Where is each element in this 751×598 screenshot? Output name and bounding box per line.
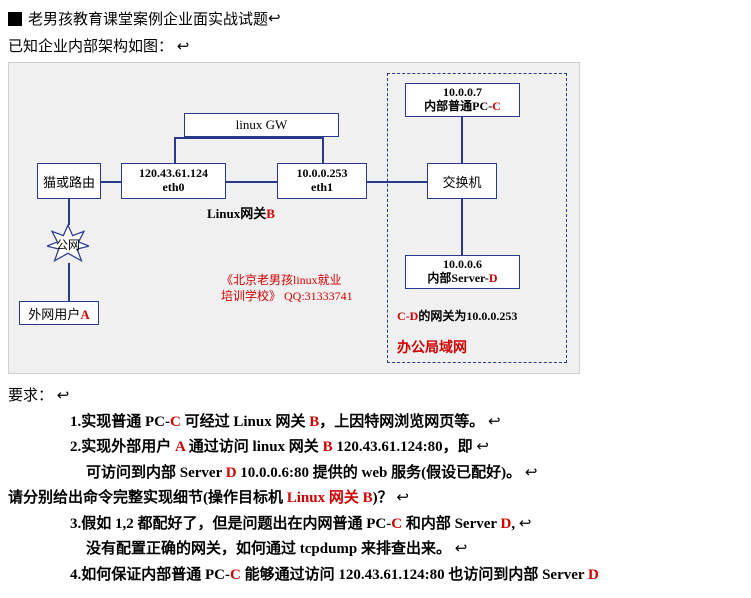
wan-user-red: A (80, 307, 89, 322)
network-diagram: linux GW 120.43.61.124 eth0 10.0.0.253 e… (8, 62, 580, 374)
edge-switch-pcc (461, 117, 463, 163)
edge-switch-serverd (461, 199, 463, 255)
req1-t2: 可经过 Linux 网关 (181, 414, 309, 430)
node-modem: 猫或路由 (37, 163, 101, 199)
node-eth1: 10.0.0.253 eth1 (277, 163, 367, 199)
req2b-t2: 10.0.0.6:80 提供的 web 服务(假设已配好)。 (237, 465, 522, 481)
req3-t1: 3.假如 1,2 都配好了，但是问题出在内网普通 PC- (70, 516, 391, 532)
req-heading-text: 要求： (8, 388, 53, 404)
edge-eth0-eth1 (226, 181, 277, 183)
node-pc-c: 10.0.0.7 内部普通PC-C (405, 83, 520, 117)
serverd-ip: 10.0.0.6 (406, 258, 519, 272)
eth0-name: eth0 (122, 181, 225, 195)
pcc-red: C (492, 99, 501, 113)
line-end-mark: ↩ (473, 439, 489, 455)
req-subheading: 请分别给出命令完整实现细节(操作目标机 Linux 网关 B)？ ↩ (8, 486, 743, 512)
req4-r1: C (230, 567, 241, 583)
req4-r2: D (588, 567, 599, 583)
req2b-t1: 可访问到内部 Server (86, 465, 226, 481)
credit-line2: 培训学校》 QQ:31333741 (221, 289, 353, 305)
req1-r1: C (170, 414, 181, 430)
credit-text: 《北京老男孩linux就业 培训学校》 QQ:31333741 (221, 273, 353, 304)
line-end-mark: ↩ (515, 516, 531, 532)
req-item2b: 可访问到内部 Server D 10.0.0.6:80 提供的 web 服务(假… (8, 461, 743, 487)
req2-t3: 120.43.61.124:80，即 (333, 439, 473, 455)
eth1-name: eth1 (278, 181, 366, 195)
reqs-r1: Linux 网关 B (287, 490, 373, 506)
req-item3b: 没有配置正确的网关，如何通过 tcpdump 来排查出来。 ↩ (8, 537, 743, 563)
node-server-d: 10.0.0.6 内部Server-D (405, 255, 520, 289)
req-item1: 1.实现普通 PC-C 可经过 Linux 网关 B，上因特网浏览网页等。 ↩ (8, 410, 743, 436)
edge-modem-star (68, 199, 70, 225)
reqs-t1: 请分别给出命令完整实现细节(操作目标机 (8, 490, 287, 506)
line-end-mark: ↩ (451, 541, 467, 557)
edge-star-wanuser (68, 263, 70, 301)
wan-star-label: 公网 (47, 236, 89, 253)
node-switch: 交换机 (427, 163, 497, 199)
edge-eth1-switch (367, 181, 427, 183)
req4-t1: 4.如何保证内部普通 PC- (70, 567, 230, 583)
line-end-mark: ↩ (393, 490, 409, 506)
line-end-mark: ↩ (57, 388, 70, 404)
linux-gw-b-label: Linux网关B (207, 203, 275, 222)
serverd-prefix: 内部Server- (427, 271, 489, 285)
page-subtitle: 已知企业内部架构如图： ↩ (8, 35, 743, 56)
req1-t1: 1.实现普通 PC- (70, 414, 170, 430)
office-lan-label: 办公局域网 (397, 337, 467, 357)
req3-t2: 和内部 Server (402, 516, 500, 532)
reqs-t2: )？ (373, 490, 393, 506)
serverd-red: D (489, 271, 498, 285)
credit-line1: 《北京老男孩linux就业 (221, 273, 353, 289)
line-end-mark: ↩ (268, 9, 281, 28)
line-end-mark: ↩ (484, 414, 500, 430)
req2-r1: A (175, 439, 185, 455)
pcc-prefix: 内部普通PC- (424, 99, 492, 113)
linux-gw-b-red: B (266, 206, 275, 221)
page-title: 老男孩教育课堂案例企业面实战试题 (28, 8, 268, 29)
req2-r2: B (323, 439, 333, 455)
node-linux-gw-title: linux GW (184, 113, 339, 137)
edge-modem-eth0 (101, 181, 121, 183)
req-item2: 2.实现外部用户 A 通过访问 linux 网关 B 120.43.61.124… (8, 435, 743, 461)
linux-gw-title-label: linux GW (185, 117, 338, 133)
modem-label: 猫或路由 (38, 172, 100, 191)
node-wan-star: 公网 (47, 223, 89, 265)
req2-t2: 通过访问 linux 网关 (185, 439, 323, 455)
cd-gateway-label: C-D的网关为10.0.0.253 (397, 307, 517, 324)
edge-gw-eth0 (174, 137, 176, 163)
cd-gw-red: C-D (397, 309, 418, 323)
cd-gw-suffix: 的网关为10.0.0.253 (418, 309, 517, 323)
eth0-ip: 120.43.61.124 (122, 167, 225, 181)
line-end-mark: ↩ (521, 465, 537, 481)
requirements-section: 要求： ↩ 1.实现普通 PC-C 可经过 Linux 网关 B，上因特网浏览网… (8, 384, 743, 588)
edge-gw-horizontal (174, 137, 323, 139)
req3-r2: D (501, 516, 512, 532)
req1-t3: ，上因特网浏览网页等。 (319, 414, 484, 430)
switch-label: 交换机 (428, 172, 496, 191)
req-item4: 4.如何保证内部普通 PC-C 能够通过访问 120.43.61.124:80 … (8, 563, 743, 589)
subtitle-text: 已知企业内部架构如图： (8, 39, 173, 55)
req-item3: 3.假如 1,2 都配好了，但是问题出在内网普通 PC-C 和内部 Server… (8, 512, 743, 538)
edge-gw-eth1 (322, 137, 324, 163)
eth1-ip: 10.0.0.253 (278, 167, 366, 181)
req1-r2: B (309, 414, 319, 430)
line-end-mark: ↩ (177, 39, 190, 55)
req4-t2: 能够通过访问 120.43.61.124:80 也访问到内部 Server (241, 567, 588, 583)
req2b-r1: D (226, 465, 237, 481)
linux-gw-b-prefix: Linux网关 (207, 206, 266, 221)
node-wan-user: 外网用户A (19, 301, 99, 325)
wan-user-prefix: 外网用户 (28, 307, 80, 322)
node-eth0: 120.43.61.124 eth0 (121, 163, 226, 199)
header-bullet (8, 12, 22, 26)
req-heading: 要求： ↩ (8, 384, 743, 410)
req3b-t1: 没有配置正确的网关，如何通过 tcpdump 来排查出来。 (86, 541, 451, 557)
req3-r1: C (391, 516, 402, 532)
req2-t1: 2.实现外部用户 (70, 439, 175, 455)
pcc-ip: 10.0.0.7 (406, 86, 519, 100)
page-header: 老男孩教育课堂案例企业面实战试题 ↩ (8, 8, 743, 29)
